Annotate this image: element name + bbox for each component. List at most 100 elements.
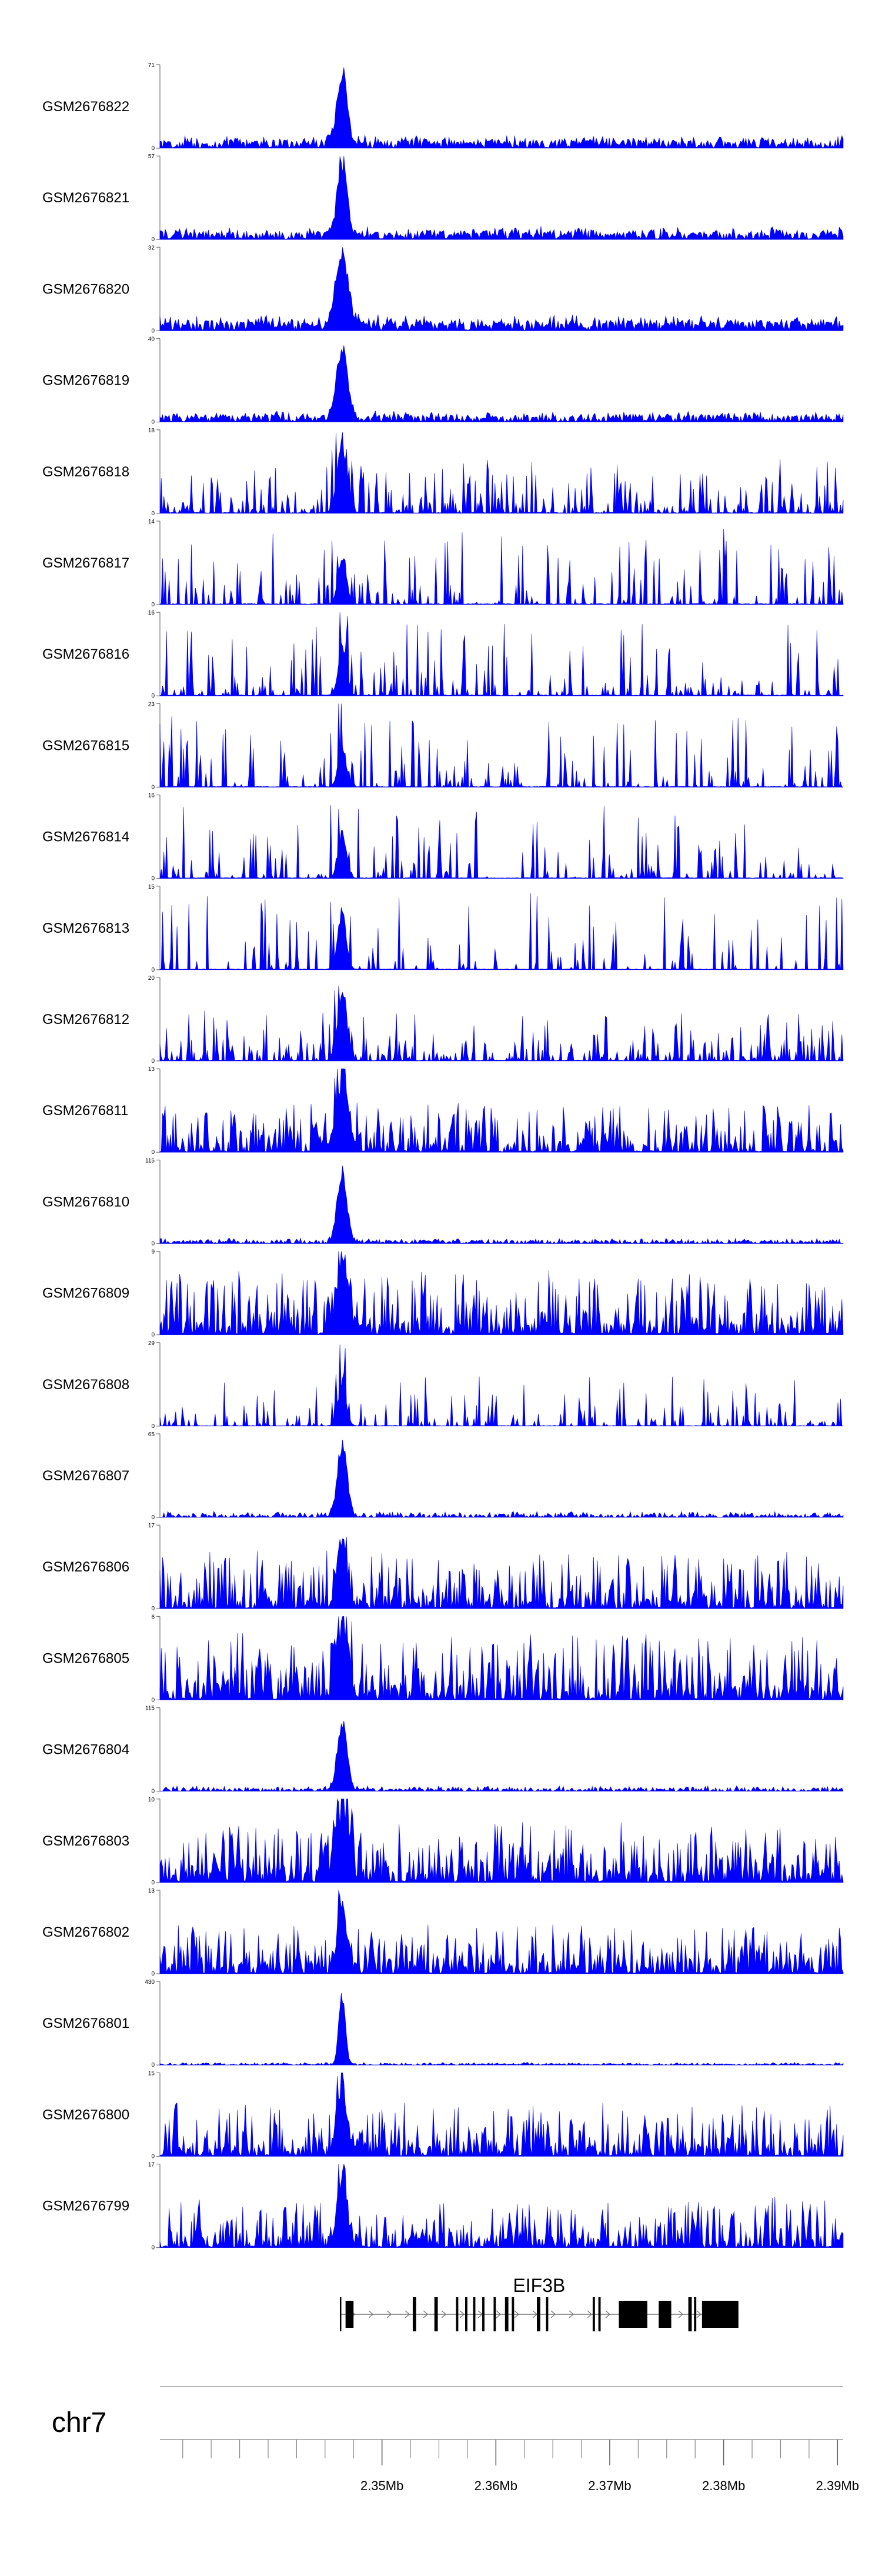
strand-arrow bbox=[587, 2310, 593, 2318]
track-GSM2676815: GSM2676815 23 0 bbox=[42, 701, 844, 790]
track-ymax-label: 16 bbox=[148, 793, 155, 799]
coverage-area bbox=[159, 1344, 844, 1427]
track-ymin-label: 0 bbox=[151, 1880, 155, 1886]
track-ymin-label: 0 bbox=[151, 1240, 155, 1247]
track-ymin-label: 0 bbox=[151, 876, 155, 882]
track-name-label: GSM2676808 bbox=[42, 1377, 129, 1393]
track-name-label: GSM2676815 bbox=[42, 738, 129, 753]
strand-arrow bbox=[386, 2310, 392, 2318]
track-GSM2676818: GSM2676818 18 0 bbox=[42, 428, 844, 517]
gene-exon bbox=[688, 2297, 692, 2331]
track-ymax-label: 13 bbox=[148, 1888, 155, 1894]
track-ymin-label: 0 bbox=[151, 1697, 155, 1703]
coverage-area bbox=[159, 247, 844, 331]
track-ymin-label: 0 bbox=[151, 693, 155, 699]
track-ymax-label: 71 bbox=[148, 62, 155, 69]
track-name-label: GSM2676804 bbox=[42, 1742, 129, 1758]
strand-arrow bbox=[405, 2310, 410, 2318]
track-GSM2676822: GSM2676822 71 0 bbox=[42, 62, 844, 152]
gene-exon bbox=[493, 2297, 496, 2331]
track-ymax-label: 10 bbox=[148, 1797, 155, 1803]
strand-arrow bbox=[459, 2310, 465, 2318]
track-ymax-label: 13 bbox=[148, 1066, 155, 1073]
track-GSM2676820: GSM2676820 32 0 bbox=[42, 245, 844, 334]
coverage-area bbox=[159, 805, 844, 879]
coverage-area bbox=[159, 345, 844, 423]
coverage-area bbox=[159, 1068, 844, 1153]
coverage-area bbox=[159, 1798, 844, 1883]
track-GSM2676809: GSM2676809 9 0 bbox=[42, 1249, 844, 1339]
coverage-area bbox=[159, 1251, 844, 1335]
coverage-area bbox=[159, 1721, 844, 1792]
gene-exon bbox=[465, 2297, 467, 2331]
axis-tick-label: 2.37Mb bbox=[588, 2478, 631, 2493]
coverage-tracks: GSM2676822710GSM2676821570GSM2676820320G… bbox=[42, 62, 844, 2251]
gene-exon bbox=[473, 2297, 476, 2331]
track-ymax-label: 14 bbox=[148, 519, 155, 525]
gene-annotation-track: EIF3B bbox=[339, 2275, 739, 2331]
track-name-label: GSM2676818 bbox=[42, 464, 129, 480]
track-ymin-label: 0 bbox=[151, 1423, 155, 1430]
track-name-label: GSM2676807 bbox=[42, 1468, 129, 1484]
genome-axis: chr7 2.35Mb 2.36Mb 2.37Mb 2.38Mb 2.39Mb bbox=[52, 2386, 859, 2493]
coverage-area bbox=[159, 1993, 844, 2066]
track-GSM2676800: GSM2676800 15 0 bbox=[42, 2070, 844, 2160]
axis-tick-label: 2.38Mb bbox=[702, 2478, 745, 2493]
track-ymax-label: 16 bbox=[148, 610, 155, 616]
strand-arrow bbox=[514, 2310, 520, 2318]
gene-exon bbox=[345, 2301, 354, 2328]
track-ymin-label: 0 bbox=[151, 2153, 155, 2160]
track-ymin-label: 0 bbox=[151, 967, 155, 973]
gene-exon bbox=[505, 2297, 509, 2331]
track-GSM2676803: GSM2676803 10 0 bbox=[42, 1797, 844, 1886]
gene-exon bbox=[701, 2301, 739, 2328]
gene-exon bbox=[537, 2297, 540, 2331]
coverage-area bbox=[159, 1440, 844, 1518]
track-GSM2676813: GSM2676813 15 0 bbox=[42, 884, 844, 973]
track-ymin-label: 0 bbox=[151, 145, 155, 152]
track-ymin-label: 0 bbox=[151, 1332, 155, 1339]
track-ymax-label: 15 bbox=[148, 2070, 155, 2077]
coverage-area bbox=[159, 986, 844, 1062]
track-GSM2676801: GSM2676801 430 0 bbox=[42, 1979, 844, 2068]
track-name-label: GSM2676813 bbox=[42, 920, 129, 936]
strand-arrow bbox=[569, 2310, 574, 2318]
track-ymin-label: 0 bbox=[151, 1149, 155, 1156]
coverage-area bbox=[159, 2164, 844, 2248]
track-GSM2676802: GSM2676802 13 0 bbox=[42, 1888, 844, 1977]
gene-exon bbox=[482, 2297, 485, 2331]
coverage-area bbox=[159, 67, 844, 149]
axis-tick-label: 2.35Mb bbox=[360, 2478, 403, 2493]
track-ymin-label: 0 bbox=[151, 419, 155, 426]
track-GSM2676819: GSM2676819 40 0 bbox=[42, 336, 844, 426]
track-ymax-label: 430 bbox=[145, 1979, 155, 1986]
track-GSM2676817: GSM2676817 14 0 bbox=[42, 519, 844, 608]
strand-arrow bbox=[496, 2310, 502, 2318]
track-name-label: GSM2676814 bbox=[42, 829, 129, 845]
coverage-area bbox=[159, 1166, 844, 1244]
gene-exon bbox=[434, 2297, 438, 2331]
track-ymax-label: 115 bbox=[145, 1706, 155, 1712]
coverage-area bbox=[159, 432, 844, 514]
gene-exon bbox=[694, 2297, 697, 2331]
track-ymax-label: 32 bbox=[148, 245, 155, 251]
track-ymax-label: 17 bbox=[148, 2162, 155, 2168]
track-ymax-label: 23 bbox=[148, 701, 155, 708]
gene-exon bbox=[619, 2301, 647, 2328]
track-name-label: GSM2676801 bbox=[42, 2016, 129, 2031]
track-name-label: GSM2676799 bbox=[42, 2198, 129, 2214]
track-ymax-label: 17 bbox=[148, 1523, 155, 1529]
track-GSM2676807: GSM2676807 65 0 bbox=[42, 1432, 844, 1521]
track-GSM2676811: GSM2676811 13 0 bbox=[42, 1066, 844, 1156]
gene-exon bbox=[598, 2297, 601, 2331]
gene-exon bbox=[546, 2297, 549, 2331]
gene-label: EIF3B bbox=[513, 2275, 565, 2296]
track-ymax-label: 65 bbox=[148, 1432, 155, 1438]
axis-tick-label: 2.39Mb bbox=[816, 2478, 859, 2493]
track-name-label: GSM2676806 bbox=[42, 1559, 129, 1575]
track-GSM2676821: GSM2676821 57 0 bbox=[42, 154, 844, 243]
track-name-label: GSM2676821 bbox=[42, 190, 129, 206]
track-name-label: GSM2676819 bbox=[42, 373, 129, 389]
track-name-label: GSM2676805 bbox=[42, 1650, 129, 1666]
